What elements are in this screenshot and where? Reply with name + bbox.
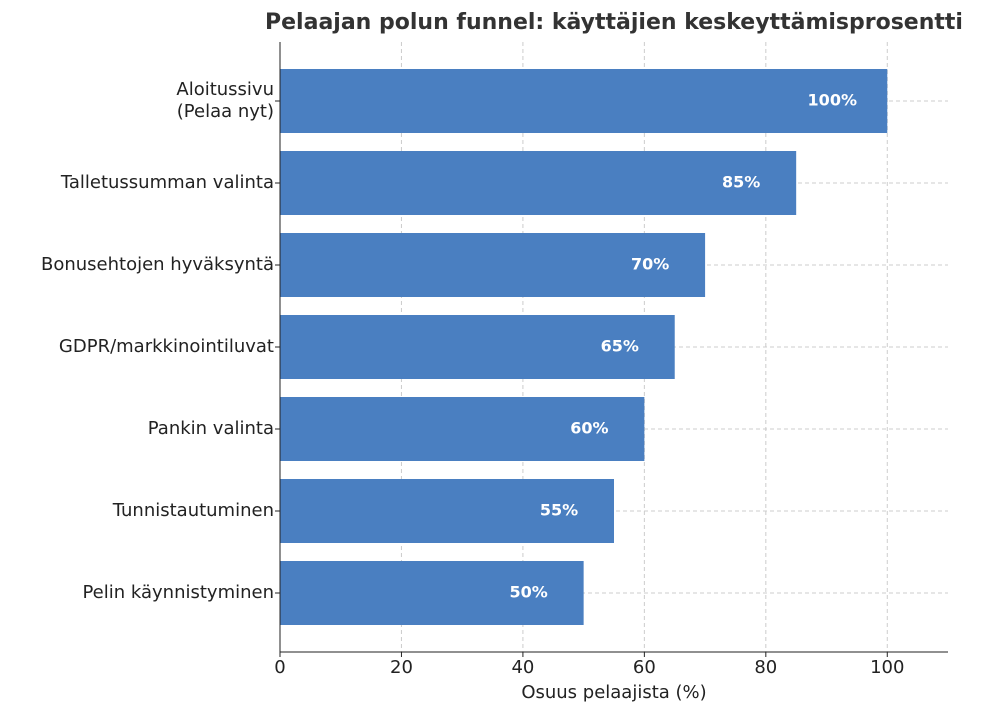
- value-label: 100%: [808, 91, 857, 110]
- x-tick-label: 100: [870, 657, 904, 678]
- x-tick-label: 20: [390, 657, 413, 678]
- bar: [280, 397, 645, 461]
- bar: [280, 151, 797, 215]
- bar: [280, 479, 614, 543]
- bar: [280, 315, 675, 379]
- y-tick-label: Talletussumman valinta: [60, 172, 274, 193]
- x-tick-label: 0: [274, 657, 285, 678]
- value-label: 65%: [601, 337, 639, 356]
- y-tick-label: Aloitussivu (Pelaa nyt): [176, 79, 274, 122]
- y-tick-label: GDPR/markkinointiluvat: [59, 336, 274, 357]
- value-label: 70%: [631, 255, 669, 274]
- bar: [280, 69, 888, 133]
- bar: [280, 233, 706, 297]
- x-tick-label: 40: [511, 657, 534, 678]
- y-tick-label: Pelin käynnistyminen: [82, 582, 274, 603]
- bar: [280, 561, 584, 625]
- y-tick-label: Bonusehtojen hyväksyntä: [41, 254, 274, 275]
- x-tick-label: 80: [754, 657, 777, 678]
- value-label: 85%: [722, 173, 760, 192]
- value-label: 50%: [509, 583, 547, 602]
- value-label: 55%: [540, 501, 578, 520]
- value-label: 60%: [570, 419, 608, 438]
- y-tick-label: Tunnistautuminen: [112, 500, 274, 521]
- y-tick-label: Pankin valinta: [148, 418, 274, 439]
- x-axis-label: Osuus pelaajista (%): [521, 682, 706, 703]
- chart-title: Pelaajan polun funnel: käyttäjien keskey…: [265, 10, 963, 35]
- x-tick-label: 60: [633, 657, 656, 678]
